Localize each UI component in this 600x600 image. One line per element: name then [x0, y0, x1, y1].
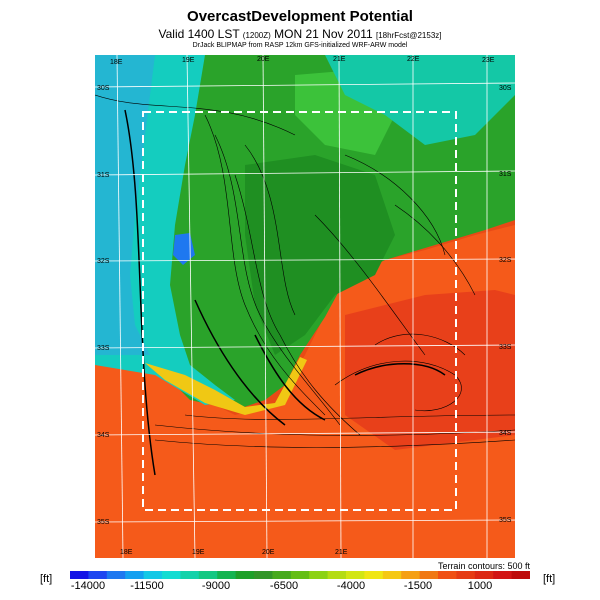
forecast-info: [18hrFcst@2153z]	[376, 31, 442, 40]
lon-label: 20E	[257, 56, 270, 63]
terrain-contour-note: Terrain contours: 500 ft	[437, 561, 530, 571]
lon-label: 21E	[335, 549, 348, 556]
lat-label: 31S	[97, 172, 110, 179]
colorbar-swatch	[382, 571, 402, 579]
colorbar-tick-label: -4000	[336, 580, 366, 592]
teal-band	[95, 55, 155, 355]
valid-time: Valid 1400 LST	[158, 27, 240, 41]
colorbar-swatch	[474, 571, 494, 579]
colorbar-swatch	[419, 571, 439, 579]
map-title: OvercastDevelopment Potential	[187, 8, 413, 25]
valid-date: MON 21 Nov 2011	[274, 27, 373, 41]
colorbar-swatch	[346, 571, 365, 579]
lat-label: 30S	[499, 85, 512, 92]
green-dark-region	[245, 155, 395, 355]
colorbar-swatch	[254, 571, 273, 579]
lon-label: 22E	[407, 56, 420, 63]
colorbar-tick-label: -6500	[269, 580, 299, 592]
colorbar-swatch	[180, 571, 200, 579]
colorbar-tick-label: -11500	[130, 580, 164, 592]
lat-label: 30S	[97, 85, 110, 92]
colorbar-swatch	[456, 571, 476, 579]
colorbar-swatch	[364, 571, 384, 579]
colorbar	[70, 571, 530, 579]
colorbar-swatch	[162, 571, 181, 579]
colorbar-swatch	[309, 571, 329, 579]
lon-label: 20E	[262, 549, 275, 556]
lat-label: 32S	[97, 258, 110, 265]
colorbar-swatch	[235, 571, 255, 579]
colorbar-swatch	[290, 571, 310, 579]
lat-label: 35S	[97, 519, 110, 526]
thick-contours	[124, 109, 446, 476]
colorbar-swatch	[438, 571, 457, 579]
colorbar-tick-label: 1000	[467, 580, 493, 592]
colorbar-swatch	[143, 571, 163, 579]
lat-label: 32S	[499, 257, 512, 264]
colorbar-unit-left: [ft]	[40, 573, 53, 585]
lon-label: 21E	[333, 56, 346, 63]
lat-lon-grid	[95, 55, 515, 558]
colorbar-tick-label: -14000	[70, 580, 106, 592]
lat-labels-left: 30S 31S 32S 33S 34S 35S	[97, 85, 110, 526]
red-interior	[345, 290, 515, 450]
colorbar-swatch	[511, 571, 530, 579]
colorbar-swatch	[125, 571, 145, 579]
colorbar-swatch	[327, 571, 347, 579]
colorbar-swatch	[493, 571, 513, 579]
colorbar-swatch	[272, 571, 292, 579]
lon-label: 19E	[182, 57, 195, 64]
colorbar-swatch	[401, 571, 421, 579]
lat-label: 34S	[97, 432, 110, 439]
lat-label: 33S	[499, 344, 512, 351]
lon-label: 18E	[110, 59, 123, 66]
colorbar-tick-label: -9000	[201, 580, 231, 592]
lat-label: 35S	[499, 517, 512, 524]
model-credit: DrJack BLIPMAP from RASP 12km GFS-initia…	[192, 42, 408, 49]
colorbar-swatch	[70, 571, 89, 579]
lat-label: 33S	[97, 345, 110, 352]
coast-strip	[145, 357, 307, 415]
lon-label: 23E	[482, 57, 495, 64]
colorbar-unit-right: [ft]	[543, 573, 556, 585]
colorbar-swatch	[198, 571, 218, 579]
inner-domain-box	[142, 111, 457, 511]
lon-labels-bottom: 18E 19E 20E 21E	[120, 549, 348, 556]
lat-label: 34S	[499, 430, 512, 437]
lat-label: 31S	[499, 171, 512, 178]
lat-labels-right: 30S 31S 32S 33S 34S 35S	[499, 85, 512, 524]
colorbar-tick-label: -1500	[403, 580, 433, 592]
cyan-blob	[173, 233, 195, 265]
lon-label: 18E	[120, 549, 133, 556]
forecast-map: 18E 19E 20E 21E 22E 23E 18E 19E 20E 21E …	[95, 55, 515, 558]
upper-teal	[325, 55, 515, 145]
lon-labels-top: 18E 19E 20E 21E 22E 23E	[110, 56, 495, 66]
colorbar-swatch	[88, 571, 108, 579]
colorbar-swatch	[106, 571, 126, 579]
utc-time: (1200Z)	[242, 31, 271, 40]
valid-time-line: Valid 1400 LST (1200Z) MON 21 Nov 2011 […	[0, 27, 600, 41]
colorbar-swatch	[217, 571, 237, 579]
lon-label: 19E	[192, 549, 205, 556]
